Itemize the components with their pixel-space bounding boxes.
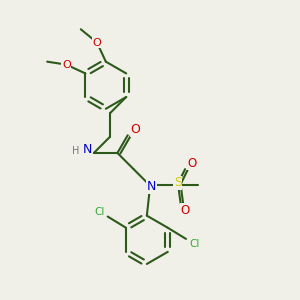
Text: N: N xyxy=(147,180,156,193)
Text: O: O xyxy=(130,123,140,136)
Text: O: O xyxy=(181,204,190,217)
Text: H: H xyxy=(73,146,80,157)
Text: Cl: Cl xyxy=(95,206,105,217)
Text: S: S xyxy=(174,176,182,190)
Text: O: O xyxy=(93,38,101,47)
Text: N: N xyxy=(83,143,92,156)
Text: O: O xyxy=(62,60,71,70)
Text: O: O xyxy=(187,157,196,170)
Text: Cl: Cl xyxy=(189,239,200,249)
